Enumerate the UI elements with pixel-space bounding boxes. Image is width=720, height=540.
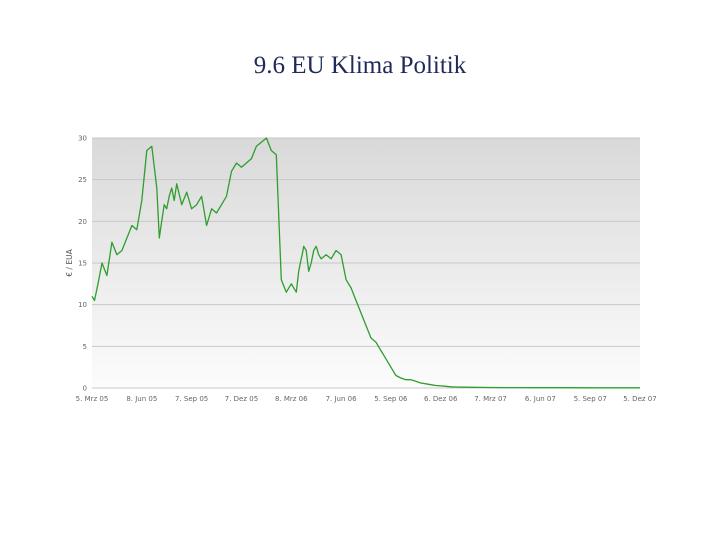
x-tick-label: 5. Dez 07 — [623, 395, 656, 403]
grid-lines — [92, 137, 640, 389]
x-tick-label: 5. Mrz 05 — [76, 395, 109, 403]
x-tick-label: 7. Mrz 07 — [474, 395, 507, 403]
series-line — [91, 137, 640, 389]
y-tick-label: 30 — [78, 135, 87, 143]
x-tick-label: 7. Dez 05 — [225, 395, 258, 403]
x-tick-label: 8. Mrz 06 — [275, 395, 308, 403]
y-tick-label: 5 — [83, 343, 87, 351]
y-axis-ticks: 0 5 10 15 20 25 30 — [78, 135, 87, 393]
x-axis-ticks: 5. Mrz 05 8. Jun 05 7. Sep 05 7. Dez 05 8. M… — [76, 395, 657, 403]
y-tick-label: 10 — [78, 301, 87, 309]
price-line-chart: 0 5 10 15 20 25 30 5. Mrz 05 8. Jun 05 7. Sep 05… — [65, 135, 657, 404]
slide-title: 9.6 EU Klima Politik — [253, 52, 467, 79]
x-tick-label: 5. Sep 07 — [574, 395, 607, 403]
x-tick-label: 6. Jun 07 — [525, 395, 556, 403]
y-tick-label: 20 — [78, 218, 87, 226]
x-tick-label: 5. Sep 06 — [374, 395, 408, 403]
x-tick-label: 8. Jun 05 — [126, 395, 157, 403]
y-tick-label: 15 — [78, 260, 87, 268]
y-tick-label: 25 — [78, 176, 87, 184]
x-tick-label: 7. Jun 06 — [326, 395, 358, 403]
x-tick-label: 6. Dez 06 — [424, 395, 458, 403]
y-axis-title: € / EUA — [65, 248, 74, 276]
x-tick-label: 7. Sep 05 — [175, 395, 208, 403]
y-tick-label: 0 — [83, 385, 87, 393]
